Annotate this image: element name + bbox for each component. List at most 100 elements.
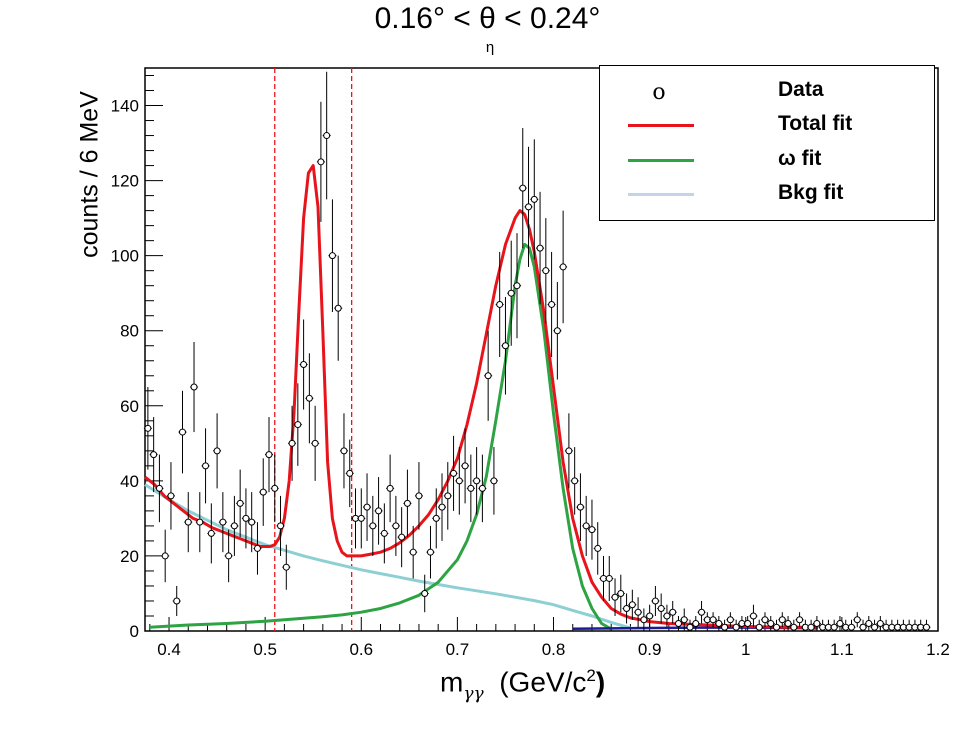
x-tick-label: 0.7 bbox=[446, 640, 470, 659]
data-point bbox=[639, 608, 648, 631]
y-tick-label: 140 bbox=[111, 97, 139, 116]
data-marker bbox=[859, 623, 867, 631]
data-point bbox=[363, 473, 372, 541]
data-point bbox=[224, 529, 233, 583]
data-point bbox=[645, 604, 654, 628]
data-point bbox=[311, 405, 320, 481]
data-marker bbox=[438, 503, 446, 511]
data-point bbox=[709, 612, 718, 628]
data-marker bbox=[357, 514, 365, 522]
legend-omega-label: ω fit bbox=[778, 147, 822, 170]
data-marker bbox=[432, 514, 440, 522]
data-point bbox=[409, 525, 418, 579]
data-point bbox=[818, 619, 827, 631]
data-point bbox=[270, 454, 279, 523]
data-point bbox=[518, 128, 527, 249]
data-point bbox=[449, 435, 458, 511]
legend-omega-line bbox=[628, 159, 694, 162]
data-marker bbox=[150, 451, 158, 459]
data-point bbox=[190, 341, 199, 433]
data-point bbox=[714, 615, 723, 631]
data-point bbox=[864, 615, 873, 631]
data-point bbox=[662, 604, 671, 628]
data-marker bbox=[213, 447, 221, 455]
data-marker bbox=[461, 462, 469, 470]
data-point bbox=[680, 608, 689, 631]
data-point bbox=[247, 492, 256, 553]
data-marker bbox=[709, 616, 717, 624]
data-marker bbox=[726, 616, 734, 624]
data-marker bbox=[744, 619, 752, 627]
data-marker bbox=[663, 612, 671, 620]
data-point bbox=[368, 495, 377, 556]
data-point bbox=[905, 619, 914, 631]
data-marker bbox=[311, 439, 319, 447]
data-point bbox=[495, 251, 504, 358]
data-marker bbox=[369, 522, 377, 530]
data-marker bbox=[628, 601, 636, 609]
data-marker bbox=[455, 477, 463, 485]
data-point bbox=[582, 495, 591, 556]
data-point bbox=[611, 578, 620, 616]
curve-total-fit bbox=[144, 164, 818, 629]
data-point bbox=[847, 619, 856, 631]
data-point bbox=[789, 619, 798, 631]
legend-total-label: Total fit bbox=[778, 112, 853, 135]
data-marker bbox=[657, 604, 665, 612]
data-marker bbox=[617, 589, 625, 597]
data-point bbox=[143, 387, 152, 470]
data-point bbox=[178, 390, 187, 474]
data-point bbox=[374, 477, 383, 545]
data-point bbox=[830, 619, 839, 631]
data-point bbox=[259, 458, 268, 526]
data-point bbox=[922, 619, 931, 631]
data-marker bbox=[317, 158, 325, 166]
data-marker bbox=[530, 195, 538, 203]
data-point bbox=[916, 619, 925, 631]
data-marker bbox=[761, 616, 769, 624]
tick-labels: 0.4 0.5 0.6 0.7 0.8 0.9 1 1.1 1.2 0 20 40 60 80 100 120… bbox=[111, 97, 950, 659]
data-point bbox=[507, 240, 516, 346]
data-marker bbox=[876, 619, 884, 627]
data-marker bbox=[680, 616, 688, 624]
data-point bbox=[859, 619, 868, 631]
data-marker bbox=[542, 267, 550, 275]
data-point bbox=[651, 585, 660, 616]
x-tick-label: 1.1 bbox=[830, 640, 854, 659]
legend-data-label: Data bbox=[778, 78, 824, 101]
data-marker bbox=[346, 469, 354, 477]
data-point bbox=[172, 585, 181, 616]
data-marker bbox=[426, 548, 434, 556]
y-tick-label: 40 bbox=[120, 472, 139, 491]
data-marker bbox=[184, 518, 192, 526]
data-point bbox=[910, 619, 919, 631]
data-marker bbox=[202, 462, 210, 470]
data-point bbox=[276, 495, 285, 556]
data-point bbox=[334, 255, 343, 361]
data-marker bbox=[415, 492, 423, 500]
data-point bbox=[726, 612, 735, 628]
y-tick-label: 100 bbox=[111, 247, 139, 266]
data-marker bbox=[265, 451, 273, 459]
data-marker bbox=[288, 439, 296, 447]
data-point bbox=[784, 615, 793, 631]
data-marker bbox=[692, 619, 700, 627]
data-point bbox=[674, 615, 683, 631]
legend-item-bkg-fit: Bkg fit bbox=[600, 181, 934, 215]
x-label-main: m bbox=[440, 666, 464, 698]
x-label-subscript: γγ bbox=[463, 684, 484, 705]
data-marker bbox=[813, 619, 821, 627]
data-marker bbox=[796, 616, 804, 624]
data-point bbox=[541, 218, 550, 324]
data-point bbox=[882, 619, 891, 631]
legend-data-symbol: o bbox=[652, 80, 666, 105]
data-point bbox=[391, 495, 400, 556]
data-marker bbox=[651, 597, 659, 605]
data-marker bbox=[323, 132, 331, 140]
y-tick-label: 80 bbox=[120, 322, 139, 341]
data-point bbox=[686, 619, 695, 631]
data-point bbox=[241, 488, 250, 549]
data-point bbox=[253, 522, 262, 575]
data-marker bbox=[421, 589, 429, 597]
data-marker bbox=[623, 604, 631, 612]
